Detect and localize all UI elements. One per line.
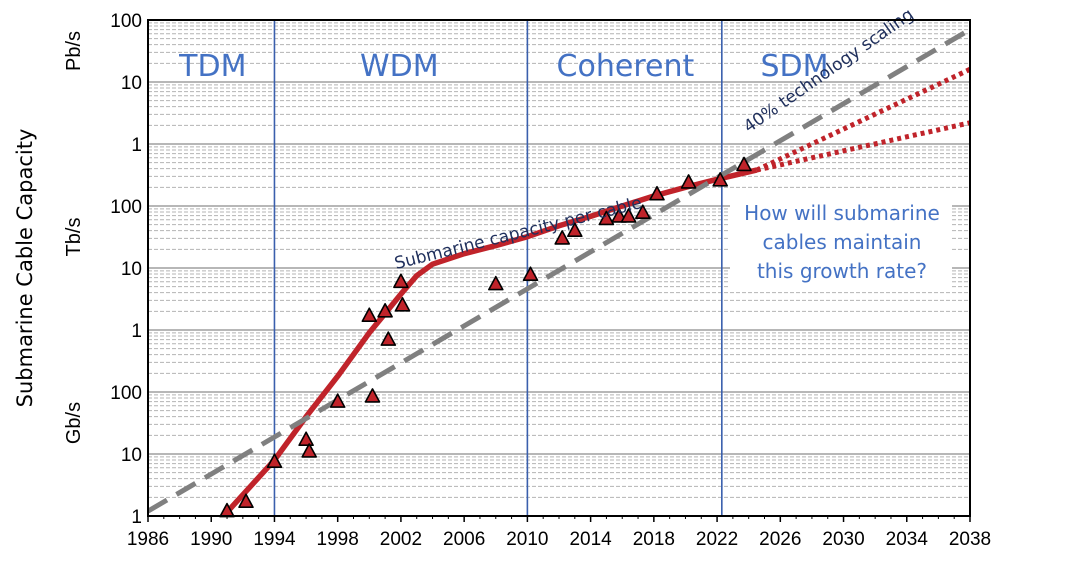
question-line: cables maintain (763, 230, 922, 254)
data-point (380, 331, 397, 346)
x-axis-ticks: 1986 1990 1994 1998 2002 2006 2010 2014 2018 2022… (127, 516, 991, 550)
data-point (554, 230, 571, 245)
data-point (634, 204, 651, 219)
era-labels: TDM WDM Coherent SDM (178, 49, 828, 84)
data-point (364, 388, 381, 403)
era-boundaries (273, 20, 723, 516)
data-point (377, 302, 393, 318)
x-tick-label: 1998 (317, 529, 359, 550)
data-point (329, 393, 346, 408)
y-tick-label: 10 (121, 445, 142, 466)
question-line: this growth rate? (757, 259, 927, 283)
series-line (148, 27, 970, 514)
data-point (620, 208, 637, 223)
x-tick-label: 1994 (253, 529, 296, 550)
data-point (487, 275, 504, 291)
unit-labels: Gb/s Tb/s Pb/s (63, 31, 85, 444)
data-point (649, 185, 665, 201)
x-tick-label: 2002 (380, 529, 422, 550)
y-tick-label: 1 (131, 507, 142, 528)
data-point (393, 273, 409, 289)
data-point (736, 156, 752, 172)
y-axis-ticks: 1 10 100 1 10 100 1 10 100 (110, 11, 142, 528)
y-tick-label: 10 (121, 73, 142, 94)
data-point (680, 174, 697, 189)
x-tick-label: 2026 (759, 529, 801, 550)
data-point (298, 431, 314, 447)
y-axis-title: Submarine Cable Capacity (13, 129, 37, 408)
x-tick-label: 2034 (886, 529, 929, 550)
x-tick-label: 2006 (443, 529, 485, 550)
x-tick-label: 1986 (127, 529, 169, 550)
y-tick-label: 10 (121, 259, 142, 280)
x-tick-label: 2010 (506, 529, 548, 550)
x-tick-label: 1990 (190, 529, 232, 550)
question-box (730, 196, 952, 288)
unit-label: Pb/s (63, 31, 85, 71)
data-point (598, 210, 615, 226)
y-tick-label: 1 (131, 135, 142, 156)
x-tick-label: 2018 (633, 529, 675, 550)
unit-label: Gb/s (63, 402, 85, 444)
data-point (394, 296, 411, 312)
y-tick-label: 100 (110, 383, 142, 404)
data-markers (219, 156, 752, 518)
era-label: TDM (178, 49, 246, 84)
x-tick-label: 2030 (822, 529, 864, 550)
era-label: Coherent (557, 49, 695, 84)
unit-label: Tb/s (63, 218, 85, 257)
era-label: WDM (360, 49, 439, 84)
data-point (522, 266, 539, 282)
y-tick-label: 1 (131, 321, 142, 342)
y-tick-label: 100 (110, 197, 142, 218)
x-tick-label: 2022 (696, 529, 738, 550)
data-point (361, 307, 378, 323)
x-tick-label: 2038 (949, 529, 991, 550)
y-tick-label: 100 (110, 11, 142, 32)
era-label: SDM (761, 49, 829, 84)
data-point (566, 222, 583, 237)
x-tick-label: 2014 (569, 529, 612, 550)
data-point (266, 453, 283, 469)
question-line: How will submarine (744, 201, 940, 225)
data-point (238, 493, 254, 509)
data-point (712, 172, 729, 187)
growth-question: How will submarine cables maintain this gr… (730, 196, 952, 288)
data-point (301, 443, 318, 458)
